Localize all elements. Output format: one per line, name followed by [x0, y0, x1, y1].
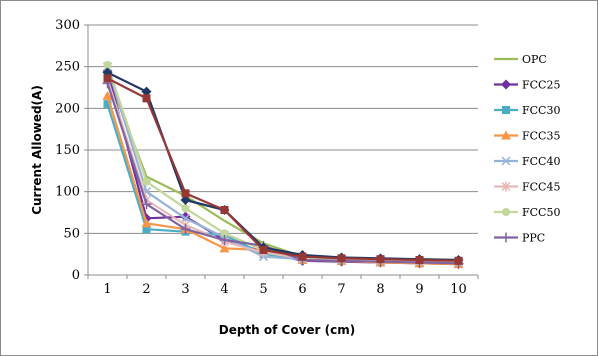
series-fcc25 [102, 65, 464, 270]
x-tick-labels: 1 2 3 4 5 6 7 8 9 10 [103, 282, 466, 297]
data-point [142, 177, 151, 186]
series-line [106, 70, 459, 266]
series-unlabeled-8 [102, 67, 464, 265]
data-point [141, 199, 152, 210]
y-tick-label: 200 [55, 101, 80, 116]
data-point [102, 90, 113, 100]
data-point [501, 181, 511, 192]
x-tick-label: 2 [142, 282, 150, 297]
data-point [141, 218, 152, 228]
data-point [415, 256, 424, 264]
legend-label: OPC [522, 53, 547, 66]
y-axis-title: Current Allowed(A) [30, 85, 44, 215]
x-tick-label: 9 [415, 282, 423, 297]
series-ppc [102, 78, 464, 269]
legend-item-fcc50: FCC50 [494, 206, 560, 219]
series-unlabeled-9 [103, 74, 463, 265]
x-tick-label: 6 [298, 282, 306, 297]
series-line [106, 95, 459, 266]
data-point [141, 86, 152, 97]
legend-label: FCC45 [522, 181, 560, 194]
series-group [102, 61, 464, 270]
data-point [220, 206, 229, 214]
axes [84, 24, 479, 279]
series-line [106, 64, 459, 262]
x-axis-title: Depth of Cover (cm) [219, 323, 355, 337]
data-point [337, 254, 346, 263]
legend-label: FCC35 [522, 130, 560, 143]
data-point [376, 255, 385, 264]
legend-item-fcc45: FCC45 [494, 181, 560, 194]
legend-label: FCC40 [522, 155, 560, 168]
data-point [142, 94, 151, 103]
series-line [106, 77, 459, 262]
legend-item-fcc35: FCC35 [494, 130, 560, 143]
legend-label: PPC [522, 232, 545, 245]
data-point [142, 225, 151, 234]
series-line [106, 78, 459, 263]
data-point [180, 195, 191, 205]
x-tick-label: 5 [259, 282, 267, 297]
data-point [454, 256, 463, 265]
legend-item-fcc30: FCC30 [494, 104, 560, 117]
legend-item-fcc25: FCC25 [494, 79, 560, 92]
data-point [180, 224, 191, 235]
data-point [259, 246, 268, 254]
y-tick-label: 250 [55, 60, 80, 75]
data-point [502, 106, 510, 114]
series-line [106, 74, 459, 262]
y-tick-label: 150 [55, 143, 80, 158]
y-tick-label: 100 [55, 185, 80, 200]
legend: OPC FCC25 FCC30 FCC35 FCC40 FCC45 FCC50 PPC [494, 53, 560, 245]
data-point [181, 204, 190, 213]
series-fcc50 [103, 61, 463, 265]
data-point [298, 252, 307, 261]
data-point [103, 74, 112, 83]
series-opc [106, 74, 459, 262]
legend-item-ppc: PPC [494, 232, 545, 245]
series-fcc40 [102, 62, 464, 268]
data-point [219, 235, 230, 245]
legend-label: FCC30 [522, 104, 560, 117]
y-tick-label: 50 [63, 226, 80, 241]
data-point [501, 232, 511, 243]
data-point [180, 213, 191, 223]
x-tick-label: 8 [376, 282, 384, 297]
data-point [501, 79, 511, 90]
data-point [501, 130, 511, 140]
legend-label: FCC50 [522, 206, 560, 219]
y-tick-label: 300 [55, 18, 80, 33]
data-point [103, 100, 112, 109]
data-point [502, 208, 510, 216]
y-tick-label: 0 [72, 268, 80, 283]
series-fcc45 [102, 74, 464, 267]
series-line [106, 82, 459, 265]
x-tick-label: 3 [181, 282, 189, 297]
series-line [107, 71, 459, 262]
legend-item-opc: OPC [494, 53, 547, 66]
data-point [220, 229, 229, 238]
x-tick-label: 1 [103, 282, 111, 297]
legend-label: FCC25 [522, 79, 560, 92]
x-tick-label: 10 [450, 282, 467, 297]
legend-item-fcc40: FCC40 [494, 155, 560, 168]
data-point [501, 156, 511, 166]
data-point [103, 61, 112, 69]
data-point [219, 243, 230, 253]
data-point [181, 189, 190, 198]
x-tick-label: 4 [220, 282, 228, 297]
y-tick-labels: 0 50 100 150 200 250 300 [55, 18, 80, 283]
gridlines [88, 24, 478, 234]
x-tick-label: 7 [337, 282, 345, 297]
